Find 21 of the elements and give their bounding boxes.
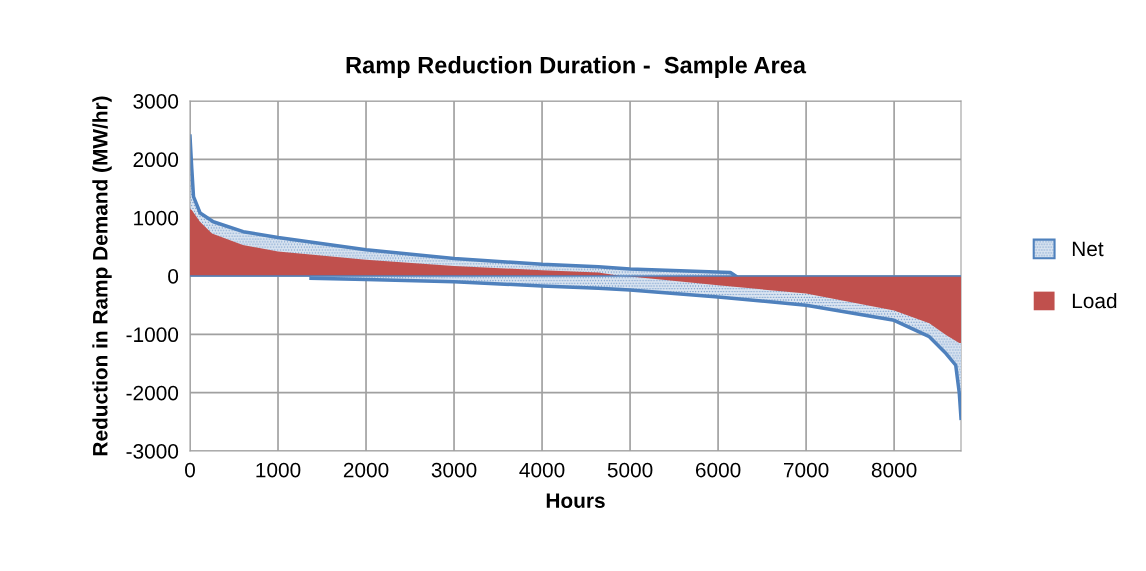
legend-label: Load (1072, 292, 1117, 309)
y-tick-label: -2000 (126, 385, 179, 401)
x-tick-label: 5000 (607, 462, 653, 478)
x-tick-label: 0 (185, 462, 195, 478)
x-tick-label: 4000 (519, 462, 565, 478)
y-tick-label: 0 (168, 269, 179, 284)
x-tick-label: 2000 (343, 462, 389, 478)
x-tick-label: 1000 (256, 462, 301, 478)
x-tick-label: 3000 (431, 462, 477, 478)
y-tick-label: 1000 (134, 210, 179, 226)
y-tick-label: -3000 (126, 444, 179, 459)
x-tick-label: 7000 (783, 462, 829, 478)
x-axis-title: Hours (546, 493, 605, 508)
y-tick-label: 2000 (133, 152, 179, 168)
x-tick-label: 6000 (695, 462, 741, 478)
y-axis-title: Reduction in Ramp Demand (MW/hr) (92, 96, 112, 456)
y-tick-label: 3000 (133, 94, 179, 109)
chart-title: Ramp Reduction Duration - Sample Area (346, 56, 807, 79)
x-tick-label: 8000 (871, 462, 917, 478)
legend-label: Net (1072, 241, 1104, 257)
y-tick-label: -1000 (126, 327, 179, 343)
